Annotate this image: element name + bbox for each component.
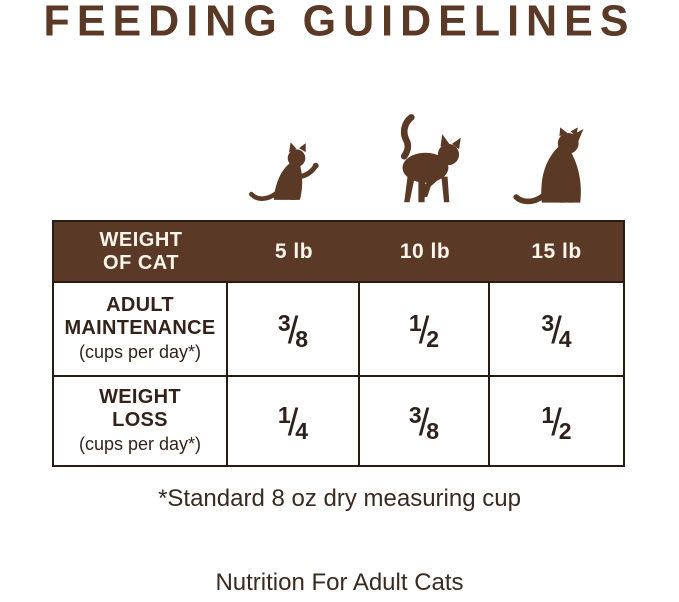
adult-maintenance-label: ADULT MAINTENANCE (cups per day*) (54, 283, 228, 375)
header-5lb: 5 lb (274, 239, 314, 263)
adult-maintenance-5lb-value: 3/8 (228, 283, 360, 375)
header-15lb: 15 lb (531, 239, 582, 263)
cat-size-illustrations (54, 108, 623, 205)
nutrition-caption: Nutrition For Adult Cats (215, 569, 464, 596)
medium-cat-cell (383, 112, 467, 205)
weight-loss-row: WEIGHT LOSS (cups per day*) 1/4 3/8 1/2 (54, 377, 623, 465)
measuring-cup-footnote: *Standard 8 oz dry measuring cup (158, 485, 521, 512)
weight-loss-15lb-value: 1/2 (541, 401, 572, 444)
adult-maintenance-15lb-value: 3/4 (541, 309, 572, 352)
weight-loss-label: WEIGHT LOSS (cups per day*) (54, 377, 228, 465)
large-cat-cell (512, 125, 602, 205)
header-weight-of-cat: WEIGHT OF CAT (54, 222, 228, 281)
header-10lb: 10 lb (399, 239, 451, 263)
small-cat-cell (248, 138, 340, 205)
feeding-table: WEIGHT OF CAT 5 lb 10 lb 15 lb ADULT MAI… (52, 220, 625, 467)
weight-loss-10lb-value: 3/8 (360, 377, 490, 465)
table-header-row: WEIGHT OF CAT 5 lb 10 lb 15 lb (54, 222, 623, 283)
adult-maintenance-10lb-value: 1/2 (360, 283, 490, 375)
small-cat-icon (249, 142, 319, 201)
weight-loss-5lb-value: 1/4 (228, 377, 360, 465)
large-cat-icon (512, 127, 583, 205)
header-weight-line2: OF CAT (103, 251, 179, 274)
adult-maintenance-row: ADULT MAINTENANCE (cups per day*) 3/8 1/… (54, 283, 623, 377)
medium-cat-icon (400, 114, 461, 203)
page-title: FEEDING GUIDELINES (43, 0, 636, 46)
header-weight-line1: WEIGHT (99, 228, 183, 251)
